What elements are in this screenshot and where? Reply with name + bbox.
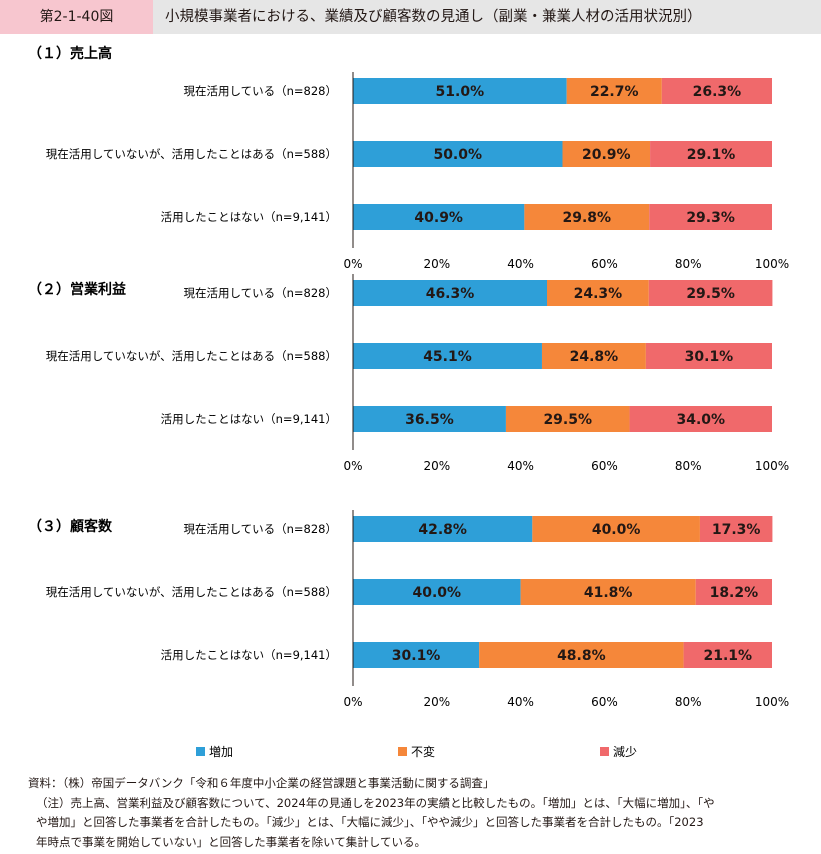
bar-segment [566, 78, 662, 104]
data-label: 29.5% [686, 286, 735, 302]
figure-header: 第2-1-40図 小規模事業者における、業績及び顧客数の見通し（副業・兼業人材の… [0, 0, 821, 34]
data-label: 46.3% [426, 286, 475, 302]
bar-segment [353, 204, 525, 230]
legend-label: 不変 [411, 744, 435, 759]
bar-segment [699, 516, 773, 542]
data-label: 36.5% [405, 412, 454, 428]
x-tick-label: 60% [591, 459, 618, 473]
bar-segment [353, 516, 533, 542]
data-label: 29.3% [686, 210, 735, 226]
x-tick-label: 20% [423, 459, 450, 473]
bar-segment [562, 141, 651, 167]
x-tick-label: 60% [591, 695, 618, 709]
x-tick-label: 100% [755, 695, 789, 709]
data-label: 40.0% [592, 522, 641, 538]
data-label: 51.0% [436, 84, 485, 100]
category-label: 活用したことはない（n=9,141） [161, 412, 337, 426]
x-tick-label: 0% [343, 695, 362, 709]
bar-segment [520, 579, 696, 605]
legend-swatch [398, 747, 407, 756]
data-label: 48.8% [557, 648, 606, 664]
category-label: 現在活用している（n=828） [183, 84, 337, 98]
category-label: 活用したことはない（n=9,141） [161, 210, 337, 224]
bar-segment [524, 204, 650, 230]
data-label: 34.0% [676, 412, 725, 428]
section-title: （１）売上高 [28, 45, 112, 62]
bar-segment [695, 579, 772, 605]
x-tick-label: 100% [755, 257, 789, 271]
bar-segment [353, 642, 480, 668]
legend-swatch [196, 747, 205, 756]
bar-segment [546, 280, 649, 306]
data-label: 40.9% [414, 210, 463, 226]
data-label: 18.2% [710, 585, 759, 601]
note-line-2: や増加」と回答した事業者を合計したもの。「減少」とは、「大幅に減少」、「やや減少… [36, 815, 704, 829]
data-label: 24.3% [574, 286, 623, 302]
x-tick-label: 60% [591, 257, 618, 271]
category-label: 現在活用していないが、活用したことはある（n=588） [46, 349, 337, 363]
data-label: 21.1% [704, 648, 753, 664]
bar-segment [683, 642, 772, 668]
bar-segment [353, 579, 521, 605]
data-label: 41.8% [584, 585, 633, 601]
data-label: 29.8% [563, 210, 612, 226]
x-tick-label: 80% [675, 459, 702, 473]
bar-segment [645, 343, 772, 369]
source-note: 資料：（株）帝国データバンク「令和６年度中小企業の経営課題と事業活動に関する調査… [28, 776, 495, 790]
bar-segment [353, 343, 542, 369]
bar-segment [532, 516, 700, 542]
bar-segment [650, 141, 772, 167]
x-tick-label: 80% [675, 695, 702, 709]
x-tick-label: 20% [423, 257, 450, 271]
data-label: 42.8% [418, 522, 467, 538]
bar-segment [648, 280, 773, 306]
data-label: 45.1% [423, 349, 472, 365]
data-label: 26.3% [693, 84, 742, 100]
data-label: 20.9% [582, 147, 631, 163]
x-tick-label: 40% [507, 257, 534, 271]
data-label: 17.3% [712, 522, 761, 538]
x-tick-label: 80% [675, 257, 702, 271]
x-tick-label: 40% [507, 695, 534, 709]
bar-segment [479, 642, 684, 668]
data-label: 30.1% [685, 349, 734, 365]
bar-segment [505, 406, 630, 432]
category-label: 現在活用している（n=828） [183, 286, 337, 300]
data-label: 50.0% [433, 147, 482, 163]
bar-segment [353, 280, 547, 306]
category-label: 現在活用していないが、活用したことはある（n=588） [46, 585, 337, 599]
legend-label: 減少 [613, 744, 637, 759]
category-label: 現在活用していないが、活用したことはある（n=588） [46, 147, 337, 161]
bar-segment [661, 78, 772, 104]
x-tick-label: 20% [423, 695, 450, 709]
figure-number: 第2-1-40図 [0, 0, 153, 34]
section-title: （３）顧客数 [28, 518, 113, 535]
data-label: 24.8% [570, 349, 619, 365]
figure-title: 小規模事業者における、業績及び顧客数の見通し（副業・兼業人材の活用状況別） [165, 9, 702, 25]
category-label: 現在活用している（n=828） [183, 522, 337, 536]
x-tick-label: 40% [507, 459, 534, 473]
legend-swatch [600, 747, 609, 756]
bar-segment [541, 343, 646, 369]
data-label: 29.5% [543, 412, 592, 428]
section-title: （２）営業利益 [28, 281, 126, 298]
data-label: 29.1% [687, 147, 736, 163]
data-label: 22.7% [590, 84, 639, 100]
x-tick-label: 0% [343, 257, 362, 271]
note-line-3: 年時点で事業を開始していない」と回答した事業者を除いて集計している。 [36, 834, 426, 849]
data-label: 30.1% [392, 648, 441, 664]
bar-segment [629, 406, 772, 432]
bar-segment [353, 406, 506, 432]
legend-label: 増加 [209, 745, 233, 759]
x-tick-label: 100% [755, 459, 789, 473]
x-tick-label: 0% [343, 459, 362, 473]
bar-segment [649, 204, 772, 230]
data-label: 40.0% [413, 585, 462, 601]
category-label: 活用したことはない（n=9,141） [161, 648, 337, 662]
notes: 資料：（株）帝国データバンク「令和６年度中小企業の経営課題と事業活動に関する調査… [28, 774, 798, 852]
bar-segment [353, 141, 563, 167]
note-line-1: （注）売上高、営業利益及び顧客数について、2024年の見通しを2023年の実績と… [36, 795, 715, 810]
bar-segment [353, 78, 567, 104]
